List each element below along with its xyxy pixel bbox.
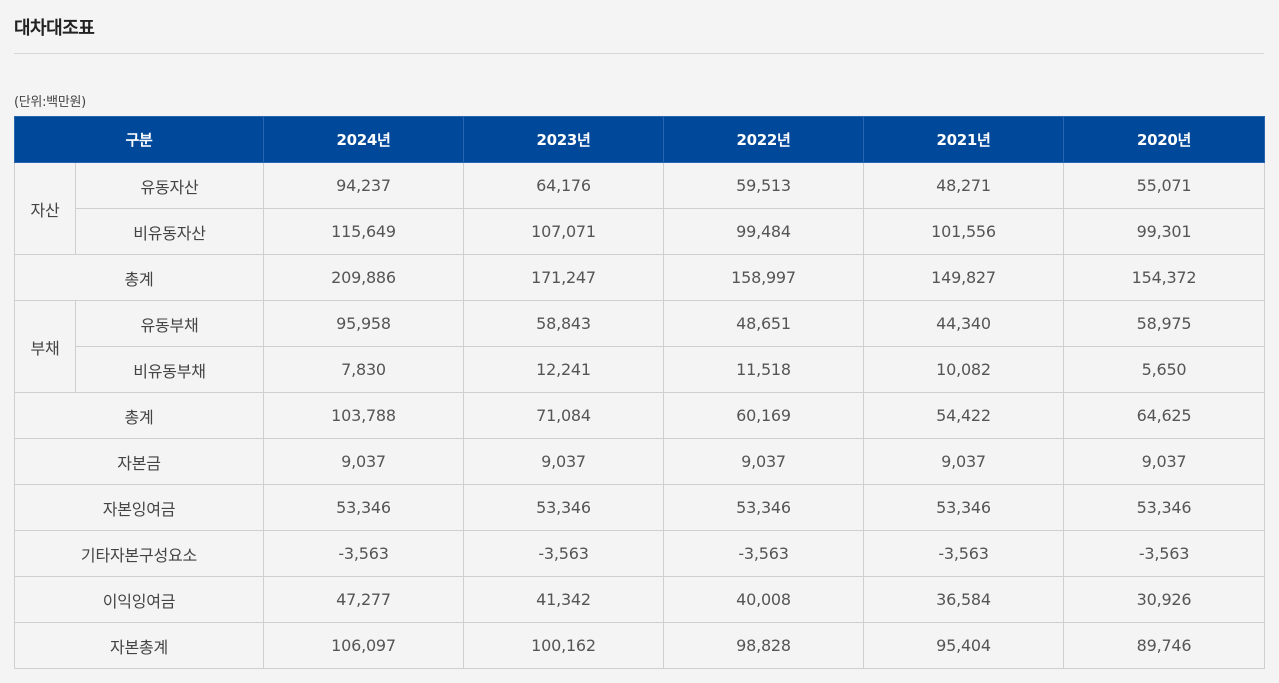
table-cell: 53,346 [1063,484,1266,531]
table-row: 부채 유동부채 95,958 58,843 48,651 44,340 58,9… [14,300,1266,393]
table-cell: 107,071 [463,208,665,255]
table-cell: 95,958 [263,300,465,347]
table-cell: 95,404 [863,622,1065,669]
table-cell: 9,037 [863,438,1065,485]
table-cell: 158,997 [663,254,865,301]
row-label: 이익잉여금 [13,576,265,623]
table-row: 자본총계 106,097 100,162 98,828 95,404 89,74… [13,622,1266,669]
title-divider [14,53,1264,54]
header-year: 2020년 [1063,116,1266,163]
table-row: 자본금 9,037 9,037 9,037 9,037 9,037 [13,438,1266,485]
table-cell: 36,584 [863,576,1065,623]
table-cell: 53,346 [663,484,865,531]
row-label: 자본총계 [13,622,265,669]
group-label-assets: 자산 [14,162,76,255]
table-cell: 64,625 [1063,392,1266,439]
row-label: 유동자산 [74,162,265,209]
header-category: 구분 [13,116,265,163]
table-cell: 12,241 [463,346,665,393]
table-row: 총계 103,788 71,084 60,169 54,422 64,625 [13,392,1266,439]
table-cell: 103,788 [263,392,465,439]
row-label: 자본잉여금 [13,484,265,531]
table-row: 자본잉여금 53,346 53,346 53,346 53,346 53,346 [13,484,1266,531]
table-cell: 5,650 [1063,346,1266,393]
table-cell: 41,342 [463,576,665,623]
table-cell: 101,556 [863,208,1065,255]
table-cell: 48,271 [863,162,1065,209]
table-cell: 48,651 [663,300,865,347]
row-label: 기타자본구성요소 [13,530,265,577]
row-label: 유동부채 [74,300,265,347]
table-row: 이익잉여금 47,277 41,342 40,008 36,584 30,926 [13,576,1266,623]
row-label: 자본금 [13,438,265,485]
page-title: 대차대조표 [14,18,95,39]
table-cell: -3,563 [863,530,1065,577]
header-year: 2024년 [263,116,465,163]
table-row: 총계 209,886 171,247 158,997 149,827 154,3… [13,254,1266,301]
table-cell: 53,346 [263,484,465,531]
table-cell: 115,649 [263,208,465,255]
table-cell: 44,340 [863,300,1065,347]
table-cell: 9,037 [1063,438,1266,485]
table-cell: 9,037 [263,438,465,485]
row-label: 총계 [13,254,265,301]
table-cell: 60,169 [663,392,865,439]
table-cell: 11,518 [663,346,865,393]
table-cell: -3,563 [1063,530,1266,577]
unit-label: (단위:백만원) [14,95,86,110]
table-row: 기타자본구성요소 -3,563 -3,563 -3,563 -3,563 -3,… [13,530,1266,577]
table-cell: 209,886 [263,254,465,301]
table-row: 비유동부채 7,830 12,241 11,518 10,082 5,650 [15,346,1266,393]
table-cell: 30,926 [1063,576,1266,623]
table-cell: 149,827 [863,254,1065,301]
header-year: 2022년 [663,116,865,163]
group-label-liabilities: 부채 [14,300,76,393]
table-cell: 58,843 [463,300,665,347]
table-row: 비유동자산 115,649 107,071 99,484 101,556 99,… [15,208,1266,255]
table-row: 자산 유동자산 94,237 64,176 59,513 48,271 55,0… [14,162,1266,255]
table-cell: 100,162 [463,622,665,669]
table-cell: 94,237 [263,162,465,209]
table-cell: 53,346 [863,484,1065,531]
table-cell: 53,346 [463,484,665,531]
row-label: 비유동부채 [74,346,265,393]
table-cell: 58,975 [1063,300,1266,347]
balance-sheet-table: 구분 2024년 2023년 2022년 2021년 2020년 자산 유동자산… [13,116,1266,669]
table-cell: 9,037 [663,438,865,485]
row-label: 총계 [13,392,265,439]
table-cell: 99,301 [1063,208,1266,255]
table-header-row: 구분 2024년 2023년 2022년 2021년 2020년 [13,116,1266,163]
table-cell: 106,097 [263,622,465,669]
table-cell: 89,746 [1063,622,1266,669]
table-cell: 171,247 [463,254,665,301]
header-year: 2023년 [463,116,665,163]
table-cell: 7,830 [263,346,465,393]
table-cell: 154,372 [1063,254,1266,301]
table-cell: 40,008 [663,576,865,623]
table-cell: 10,082 [863,346,1065,393]
header-year: 2021년 [863,116,1065,163]
table-cell: 59,513 [663,162,865,209]
table-cell: 54,422 [863,392,1065,439]
table-cell: 98,828 [663,622,865,669]
table-cell: 64,176 [463,162,665,209]
table-cell: 47,277 [263,576,465,623]
table-cell: 71,084 [463,392,665,439]
table-cell: 55,071 [1063,162,1266,209]
table-cell: 99,484 [663,208,865,255]
table-cell: -3,563 [663,530,865,577]
table-cell: 9,037 [463,438,665,485]
table-cell: -3,563 [263,530,465,577]
row-label: 비유동자산 [74,208,265,255]
table-cell: -3,563 [463,530,665,577]
